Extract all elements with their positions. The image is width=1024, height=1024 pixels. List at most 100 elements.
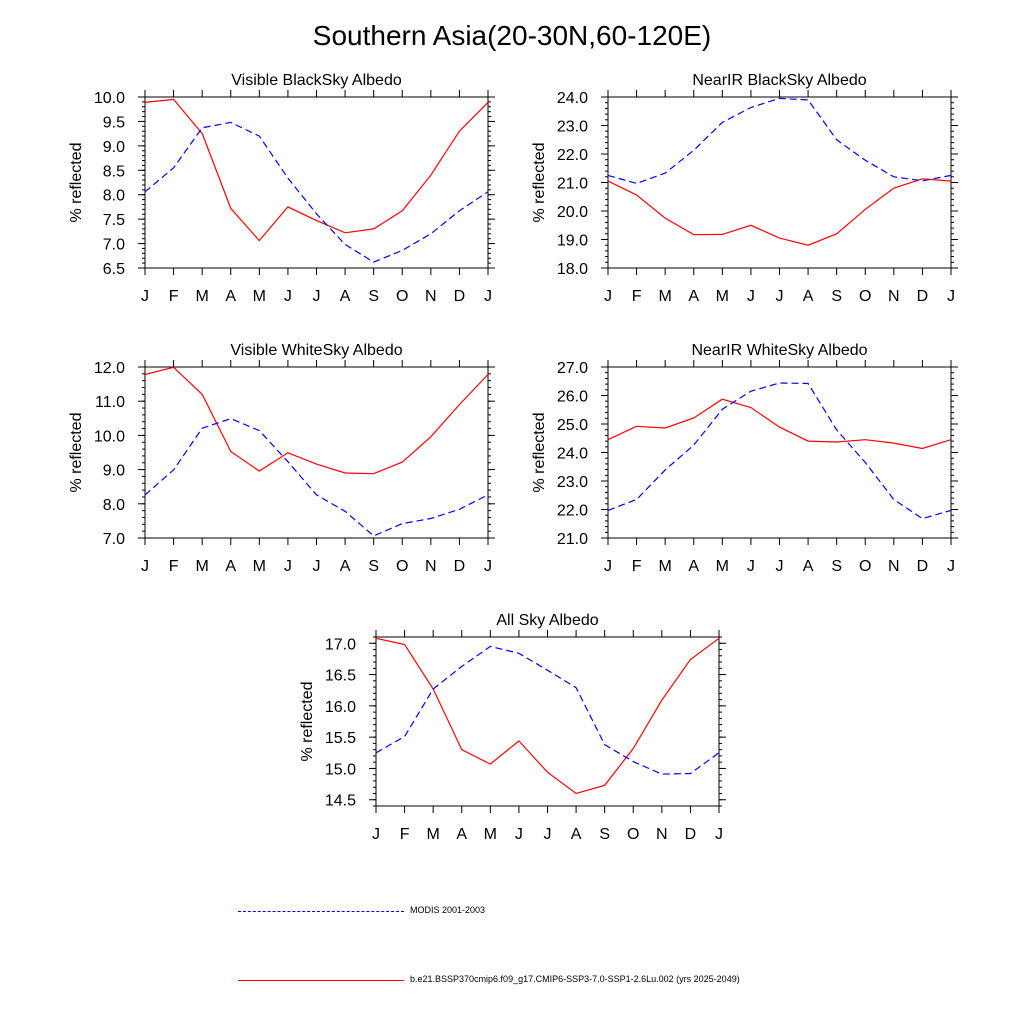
panel-1-xtick-label: A: [340, 288, 351, 305]
panel-3-xtick-label: J: [313, 558, 321, 575]
panel-2-ytick-label: 20.0: [557, 204, 588, 221]
panel-2-xtick-label: M: [659, 288, 672, 305]
panel-5-ytick-label: 17.0: [325, 636, 356, 653]
panel-5-xtick-label: F: [400, 826, 410, 843]
panel-1-xtick-label: J: [484, 288, 492, 305]
panel-1-ylabel: % reflected: [68, 142, 85, 222]
panel-5-xtick-label: O: [627, 826, 639, 843]
panel-2-xtick-label: A: [803, 288, 814, 305]
panel-1-model-line: [144, 98, 489, 242]
panel-1-xtick-label: F: [169, 288, 179, 305]
panel-2-ytick-label: 18.0: [557, 261, 588, 278]
panel-2-modis-line: [607, 97, 952, 185]
panel-1-xtick-label: J: [313, 288, 321, 305]
panel-5-xtick-label: S: [599, 826, 610, 843]
panel-2-xtick-label: O: [859, 288, 871, 305]
panel-5-ylabel: % reflected: [299, 681, 316, 761]
panel-2-title: NearIR BlackSky Albedo: [692, 72, 866, 89]
page-title: Southern Asia(20-30N,60-120E): [312, 20, 712, 51]
panel-2-xtick-label: J: [747, 288, 755, 305]
panel-3-xtick-label: J: [484, 558, 492, 575]
panel-1-xtick-label: J: [284, 288, 292, 305]
panel-1-xtick-label: S: [368, 288, 379, 305]
panel-4-title: NearIR WhiteSky Albedo: [691, 342, 867, 359]
panel-4-ytick-label: 23.0: [557, 474, 588, 491]
panel-1-xtick-label: M: [253, 288, 266, 305]
panel-4-ytick-label: 24.0: [557, 446, 588, 463]
panel-1-ytick-label: 10.0: [94, 90, 125, 107]
panel-1-ytick-label: 9.0: [103, 139, 125, 156]
panel-5-xtick-label: A: [456, 826, 467, 843]
panel-4-model-line: [607, 398, 952, 450]
panel-1-xtick-label: N: [425, 288, 437, 305]
panel-4-xtick-label: F: [632, 558, 642, 575]
panel-2-ytick-label: 23.0: [557, 119, 588, 136]
panel-2-xtick-label: S: [831, 288, 842, 305]
panel-1-title: Visible BlackSky Albedo: [231, 72, 402, 89]
panel-3-ytick-label: 7.0: [103, 531, 125, 548]
panel-5-ytick-label: 14.5: [325, 793, 356, 810]
panel-4-xtick-label: M: [716, 558, 729, 575]
panel-5-ytick-label: 16.0: [325, 699, 356, 716]
legend-model-label: b.e21.BSSP370cmip6.f09_g17.CMIP6-SSP3-7.…: [410, 974, 740, 984]
panel-4-frame: [607, 366, 952, 539]
legend-modis-label: MODIS 2001-2003: [410, 905, 486, 915]
panel-3-ytick-label: 8.0: [103, 497, 125, 514]
panel-1-xtick-label: D: [454, 288, 466, 305]
panel-5-xtick-label: N: [656, 826, 668, 843]
panel-2-xtick-label: A: [688, 288, 699, 305]
panel-3-modis-line: [144, 417, 489, 537]
panel-3-xtick-label: A: [225, 558, 236, 575]
panel-3-ytick-label: 10.0: [94, 428, 125, 445]
panel-1-xtick-label: O: [396, 288, 408, 305]
panel-3-ytick-label: 11.0: [95, 394, 125, 411]
panel-3-xtick-label: N: [425, 558, 437, 575]
panel-5-xtick-label: D: [685, 826, 697, 843]
panel-3-xtick-label: F: [169, 558, 179, 575]
panel-3-frame: [144, 366, 489, 539]
panel-4-xtick-label: O: [859, 558, 871, 575]
panel-3-ytick-label: 9.0: [103, 463, 125, 480]
legend-model-swatch: [238, 980, 404, 981]
panel-2-frame: [607, 96, 952, 269]
panel-3-xtick-label: M: [196, 558, 209, 575]
panel-5-xtick-label: J: [515, 826, 523, 843]
panel-3-xtick-label: D: [454, 558, 466, 575]
panel-1-ytick-label: 7.0: [103, 237, 125, 254]
panel-4-ytick-label: 25.0: [557, 417, 588, 434]
panel-5-title: All Sky Albedo: [496, 612, 598, 629]
panel-3-xtick-label: J: [141, 558, 149, 575]
panel-2-ytick-label: 19.0: [557, 233, 588, 250]
panel-4-ylabel: % reflected: [531, 412, 548, 492]
panel-3-xtick-label: M: [253, 558, 266, 575]
panel-1-xtick-label: M: [196, 288, 209, 305]
panel-4-xtick-label: M: [659, 558, 672, 575]
panel-1-xtick-label: J: [141, 288, 149, 305]
panel-1-xtick-label: A: [225, 288, 236, 305]
panel-1-ytick-label: 8.5: [103, 163, 125, 180]
panel-3-xtick-label: S: [368, 558, 379, 575]
panel-3-title: Visible WhiteSky Albedo: [230, 342, 402, 359]
panel-5-ytick-label: 15.0: [325, 761, 356, 778]
panel-4-ytick-label: 21.0: [557, 531, 588, 548]
panel-2-xtick-label: F: [632, 288, 642, 305]
panel-5-xtick-label: M: [484, 826, 497, 843]
panel-1-ytick-label: 8.0: [103, 188, 125, 205]
panel-2-ytick-label: 21.0: [557, 176, 588, 193]
panel-3-xtick-label: A: [340, 558, 351, 575]
panel-2-xtick-label: J: [947, 288, 955, 305]
panel-5-xtick-label: J: [715, 826, 723, 843]
panel-2-xtick-label: D: [917, 288, 929, 305]
panel-4-ytick-label: 22.0: [557, 503, 588, 520]
panel-1-ytick-label: 7.5: [103, 212, 125, 229]
panel-2-xtick-label: N: [888, 288, 900, 305]
panel-4-xtick-label: N: [888, 558, 900, 575]
panel-4-modis-line: [607, 382, 952, 520]
panel-5-frame: [375, 636, 720, 807]
panel-1-ytick-label: 9.5: [103, 114, 125, 131]
legend-modis-swatch: [238, 911, 404, 912]
panel-3-ylabel: % reflected: [68, 412, 85, 492]
panel-2-ytick-label: 22.0: [557, 147, 588, 164]
panel-1-modis-line: [144, 121, 489, 263]
